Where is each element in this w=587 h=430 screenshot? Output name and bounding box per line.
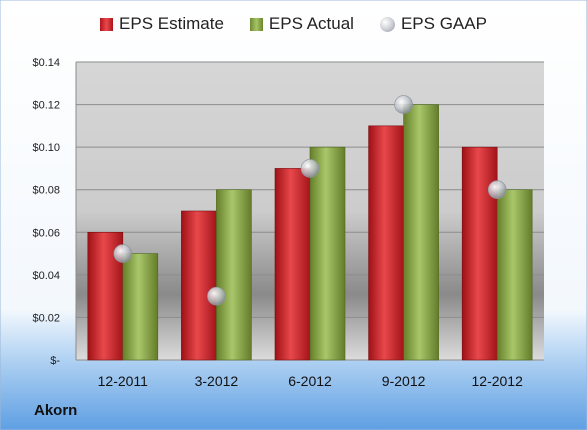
marker-eps-gaap (487, 180, 507, 200)
x-tick-label: 12-2011 (98, 373, 149, 389)
x-axis: 12-2011 3-2012 6-2012 9-2012 12-2012 (98, 373, 523, 389)
marker-eps-gaap (207, 286, 226, 306)
legend-swatch-actual (249, 17, 263, 31)
x-tick-label: 6-2012 (288, 373, 332, 389)
legend-swatch-estimate (100, 17, 114, 31)
legend-item-actual[interactable]: EPS Actual (249, 14, 354, 34)
bar-eps-actual (403, 104, 439, 361)
y-tick-label: $0.04 (32, 270, 60, 282)
y-tick-label: $0.12 (32, 100, 60, 112)
bar-eps-actual (496, 189, 533, 361)
marker-eps-gaap (113, 244, 133, 263)
y-axis: $- $0.02 $0.04 $0.06 $0.08 $0.10 $0.12 $0.14 (32, 57, 60, 367)
y-tick-label: $0.06 (32, 227, 60, 239)
legend-label-estimate: EPS Estimate (119, 14, 224, 33)
y-tick-label: $0.02 (32, 312, 60, 324)
bar-eps-actual (216, 189, 252, 361)
bar-eps-estimate (368, 125, 404, 361)
bar-eps-actual (309, 146, 346, 361)
x-tick-label: 3-2012 (195, 373, 239, 389)
bars (87, 104, 533, 361)
company-name: Akorn (34, 402, 78, 419)
legend-label-gaap: EPS GAAP (400, 14, 487, 33)
legend: EPS Estimate EPS Actual EPS GAAP (0, 14, 587, 34)
gaap-markers (113, 95, 507, 306)
y-tick-label: $0.14 (32, 57, 60, 69)
marker-eps-gaap (300, 159, 320, 178)
legend-item-estimate[interactable]: EPS Estimate (100, 14, 224, 34)
bar-eps-estimate (274, 168, 311, 361)
y-tick-label: $0.10 (32, 142, 60, 154)
legend-item-gaap[interactable]: EPS GAAP (379, 14, 487, 34)
x-tick-label: 12-2012 (472, 373, 524, 389)
y-tick-label: $- (50, 355, 60, 367)
legend-swatch-gaap (379, 16, 395, 32)
y-tick-label: $0.08 (32, 185, 60, 197)
bar-eps-estimate (461, 146, 498, 361)
legend-label-actual: EPS Actual (268, 14, 354, 33)
bar-eps-estimate (181, 210, 217, 361)
marker-eps-gaap (394, 95, 413, 114)
x-tick-label: 9-2012 (382, 373, 426, 389)
bar-eps-actual (122, 253, 159, 361)
